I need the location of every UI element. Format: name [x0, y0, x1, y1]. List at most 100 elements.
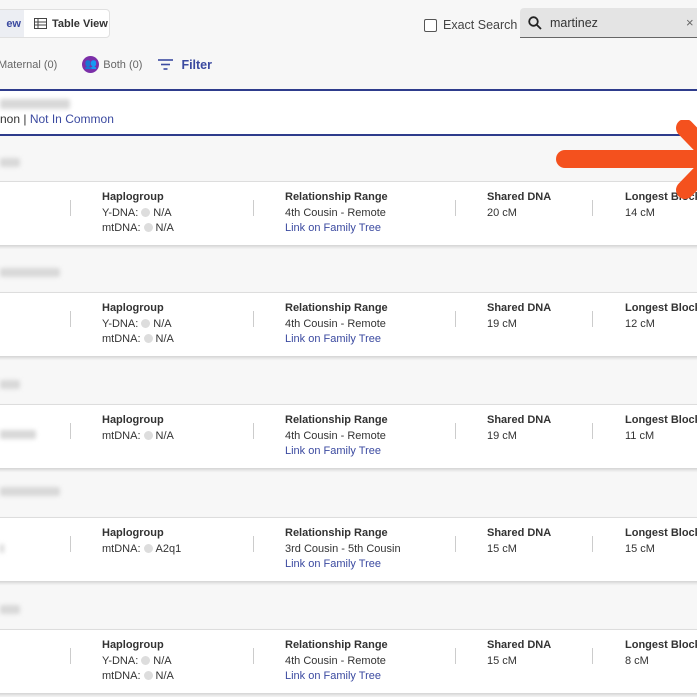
relationship-label: Relationship Range — [285, 302, 388, 314]
check-icon — [143, 430, 153, 440]
match-name-blurred — [0, 487, 60, 496]
shared-dna-column: Shared DNA 15 cM — [487, 526, 551, 557]
haplogroup-row: Y-DNA: N/A — [102, 317, 172, 330]
haplogroup-row: mtDNA: N/A — [102, 333, 174, 345]
relationship-label: Relationship Range — [285, 414, 388, 426]
table-view-label: Table View — [52, 17, 108, 30]
longest-block-value: 11 cM — [625, 429, 655, 442]
list-view-tab[interactable]: ew — [0, 10, 24, 37]
common-toggle: non | Not In Common — [0, 112, 114, 126]
relationship-column: Relationship Range 3rd Cousin - 5th Cousi… — [285, 526, 401, 573]
check-icon — [143, 543, 153, 553]
match-card[interactable]: Haplogroup mtDNA: A2q1 Relationship Range 3… — [0, 517, 697, 581]
haplogroup-row: mtDNA: N/A — [102, 670, 174, 682]
relationship-value: 4th Cousin - Remote — [285, 654, 386, 667]
search-icon — [528, 15, 542, 30]
haplogroup-label: Haplogroup — [102, 414, 164, 426]
annotation-arrow — [556, 120, 697, 199]
common-bar — [0, 89, 697, 136]
haplogroup-label: Haplogroup — [102, 639, 164, 651]
haplogroup-label: Haplogroup — [102, 191, 164, 203]
link-family-tree[interactable]: Link on Family Tree — [285, 445, 381, 457]
maternal-filter[interactable]: Maternal (0) — [0, 58, 58, 71]
shared-dna-label: Shared DNA — [487, 527, 552, 539]
check-icon — [141, 655, 151, 665]
relationship-column: Relationship Range 4th Cousin - Remote Lin… — [285, 638, 388, 685]
table-view-tab[interactable]: Table View — [24, 10, 108, 37]
haplogroup-row: Y-DNA: N/A — [102, 206, 172, 219]
link-family-tree[interactable]: Link on Family Tree — [285, 670, 381, 682]
table-icon — [34, 18, 47, 29]
longest-block-value: 14 cM — [625, 206, 655, 219]
in-common-link[interactable]: non — [0, 112, 21, 126]
shared-dna-column: Shared DNA 20 cM — [487, 190, 551, 221]
relationship-value: 4th Cousin - Remote — [285, 429, 386, 442]
exact-search-label: Exact Search — [443, 18, 518, 32]
both-filter[interactable]: Both (0) — [103, 58, 143, 71]
relationship-value: 3rd Cousin - 5th Cousin — [285, 542, 401, 555]
match-name-blurred — [0, 158, 20, 167]
longest-block-label: Longest Block — [625, 527, 697, 539]
search-input[interactable]: martinez × — [520, 8, 697, 38]
check-icon — [143, 223, 153, 232]
match-name-blurred — [0, 380, 20, 389]
match-card[interactable]: Haplogroup Y-DNA: N/A mtDNA: N/A Relationshi… — [0, 292, 697, 356]
relationship-value: 4th Cousin - Remote — [285, 206, 386, 219]
haplogroup-column: Haplogroup mtDNA: A2q1 — [102, 526, 181, 557]
haplogroup-column: Haplogroup mtDNA: N/A — [102, 413, 174, 444]
shared-dna-value: 20 cM — [487, 206, 517, 219]
shared-dna-label: Shared DNA — [487, 639, 552, 651]
longest-block-value: 15 cM — [625, 542, 655, 555]
shared-dna-label: Shared DNA — [487, 414, 552, 426]
haplogroup-row: mtDNA: A2q1 — [102, 542, 182, 555]
link-family-tree[interactable]: Link on Family Tree — [285, 333, 381, 345]
relationship-label: Relationship Range — [285, 639, 388, 651]
longest-block-label: Longest Block — [625, 302, 697, 314]
longest-block-value: 12 cM — [625, 317, 655, 330]
match-name-blurred — [0, 268, 60, 277]
filter-button[interactable]: Filter — [158, 58, 212, 72]
longest-block-column: Longest Block 8 cM — [625, 638, 697, 669]
both-parents-icon: 👥 — [82, 56, 100, 73]
link-family-tree[interactable]: Link on Family Tree — [285, 222, 381, 234]
longest-block-column: Longest Block 12 cM — [625, 301, 697, 332]
longest-block-column: Longest Block 15 cM — [625, 526, 697, 557]
relationship-column: Relationship Range 4th Cousin - Remote Lin… — [285, 301, 388, 348]
haplogroup-column: Haplogroup Y-DNA: N/A mtDNA: N/A — [102, 190, 174, 237]
check-icon — [143, 671, 153, 680]
separator: | — [23, 112, 27, 126]
shared-dna-column: Shared DNA 19 cM — [487, 301, 551, 332]
relationship-label: Relationship Range — [285, 191, 388, 203]
haplogroup-label: Haplogroup — [102, 527, 164, 539]
relationship-column: Relationship Range 4th Cousin - Remote Lin… — [285, 413, 388, 460]
relationship-value: 4th Cousin - Remote — [285, 317, 386, 330]
not-in-common-link[interactable]: Not In Common — [29, 112, 114, 126]
haplogroup-column: Haplogroup Y-DNA: N/A mtDNA: N/A — [102, 638, 174, 685]
match-card[interactable]: Haplogroup Y-DNA: N/A mtDNA: N/A Relationshi… — [0, 629, 697, 693]
checkbox-icon[interactable] — [424, 18, 437, 32]
shared-dna-value: 19 cM — [487, 317, 517, 330]
match-card[interactable]: Haplogroup mtDNA: N/A Relationship Range 4t… — [0, 404, 697, 468]
shared-dna-column: Shared DNA 15 cM — [487, 638, 551, 669]
haplogroup-column: Haplogroup Y-DNA: N/A mtDNA: N/A — [102, 301, 174, 348]
shared-dna-value: 19 cM — [487, 429, 517, 442]
longest-block-column: Longest Block 11 cM — [625, 413, 697, 444]
check-icon — [141, 318, 151, 328]
exact-search-checkbox[interactable]: Exact Search — [424, 18, 517, 32]
view-toggle: ew Table View — [0, 9, 110, 38]
relationship-label: Relationship Range — [285, 527, 388, 539]
search-value: martinez — [550, 15, 598, 30]
haplogroup-row: Y-DNA: N/A — [102, 654, 172, 667]
link-family-tree[interactable]: Link on Family Tree — [285, 558, 381, 570]
shared-dna-label: Shared DNA — [487, 302, 552, 314]
longest-block-label: Longest Block — [625, 639, 697, 651]
shared-dna-value: 15 cM — [487, 654, 517, 667]
clear-icon[interactable]: × — [686, 15, 694, 30]
filter-icon — [158, 59, 174, 70]
match-card[interactable]: Haplogroup Y-DNA: N/A mtDNA: N/A Relationshi… — [0, 181, 697, 245]
shared-dna-column: Shared DNA 19 cM — [487, 413, 551, 444]
haplogroup-row: mtDNA: N/A — [102, 429, 174, 442]
shared-dna-label: Shared DNA — [487, 191, 552, 203]
check-icon — [143, 334, 153, 343]
haplogroup-label: Haplogroup — [102, 302, 164, 314]
